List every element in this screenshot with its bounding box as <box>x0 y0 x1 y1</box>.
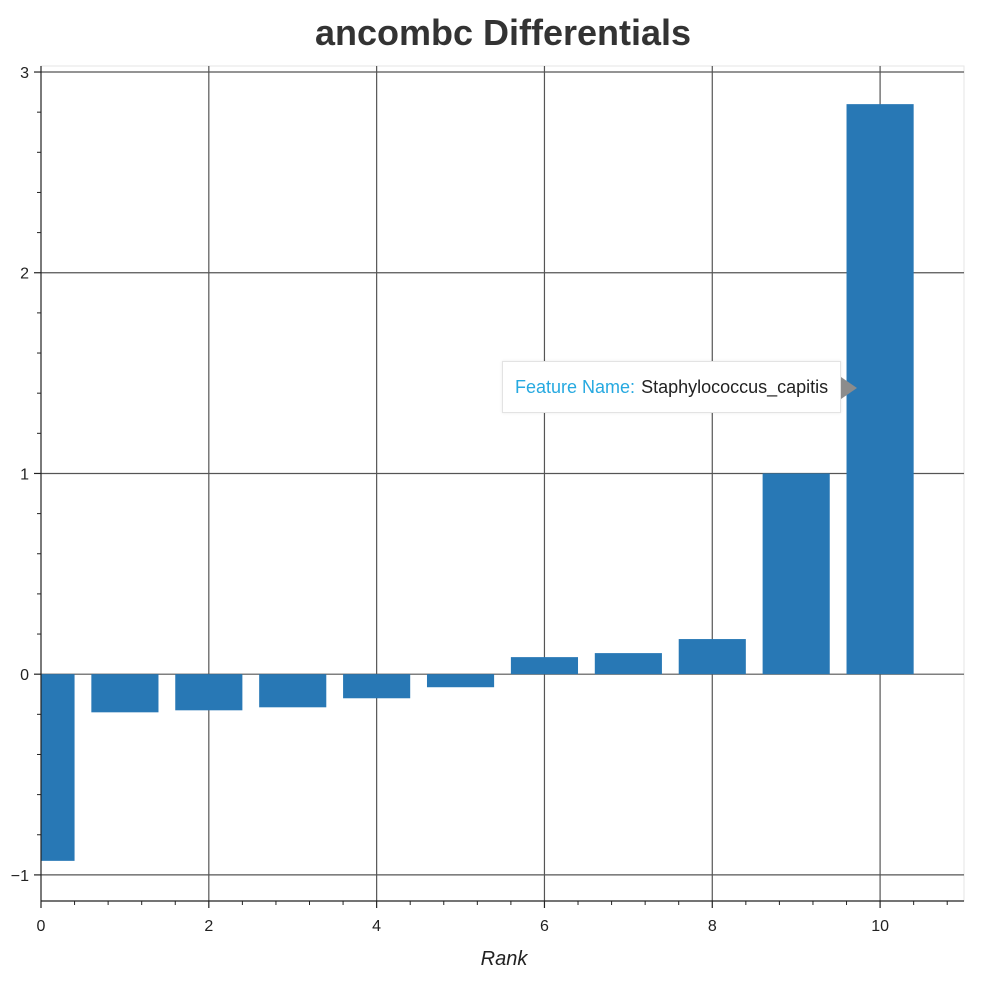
bar[interactable] <box>846 104 914 675</box>
chart-title: ancombc Differentials <box>315 12 691 53</box>
bar[interactable] <box>678 639 746 675</box>
bar[interactable] <box>259 674 327 708</box>
axes: −1 0 1 2 3 0 2 4 6 8 10 <box>11 65 964 935</box>
x-tick-label: 10 <box>871 918 889 935</box>
hover-tooltip: Feature Name: Staphylococcus_capitis <box>502 361 858 413</box>
y-tick-label: 1 <box>20 466 29 483</box>
bar[interactable] <box>343 674 411 699</box>
bar[interactable] <box>594 653 662 675</box>
bar[interactable] <box>91 674 159 713</box>
tooltip-arrow-icon <box>841 377 858 399</box>
bar[interactable] <box>762 473 830 675</box>
bar[interactable] <box>510 657 579 675</box>
x-axis-label: Rank <box>481 948 529 970</box>
y-tick-label: 3 <box>20 65 29 82</box>
x-tick-label: 2 <box>204 918 213 935</box>
y-tick-label: 2 <box>20 266 29 283</box>
tooltip-value: Staphylococcus_capitis <box>641 376 829 397</box>
bar[interactable] <box>175 674 243 711</box>
bars <box>41 104 914 861</box>
x-tick-label: 0 <box>37 918 46 935</box>
y-tick-label: −1 <box>11 868 29 885</box>
y-tick-label: 0 <box>20 667 29 684</box>
x-tick-label: 8 <box>708 918 717 935</box>
bar[interactable] <box>426 674 495 688</box>
x-tick-label: 6 <box>540 918 549 935</box>
tooltip-key: Feature Name: <box>515 376 636 397</box>
bar[interactable] <box>41 674 75 861</box>
x-tick-label: 4 <box>372 918 381 935</box>
